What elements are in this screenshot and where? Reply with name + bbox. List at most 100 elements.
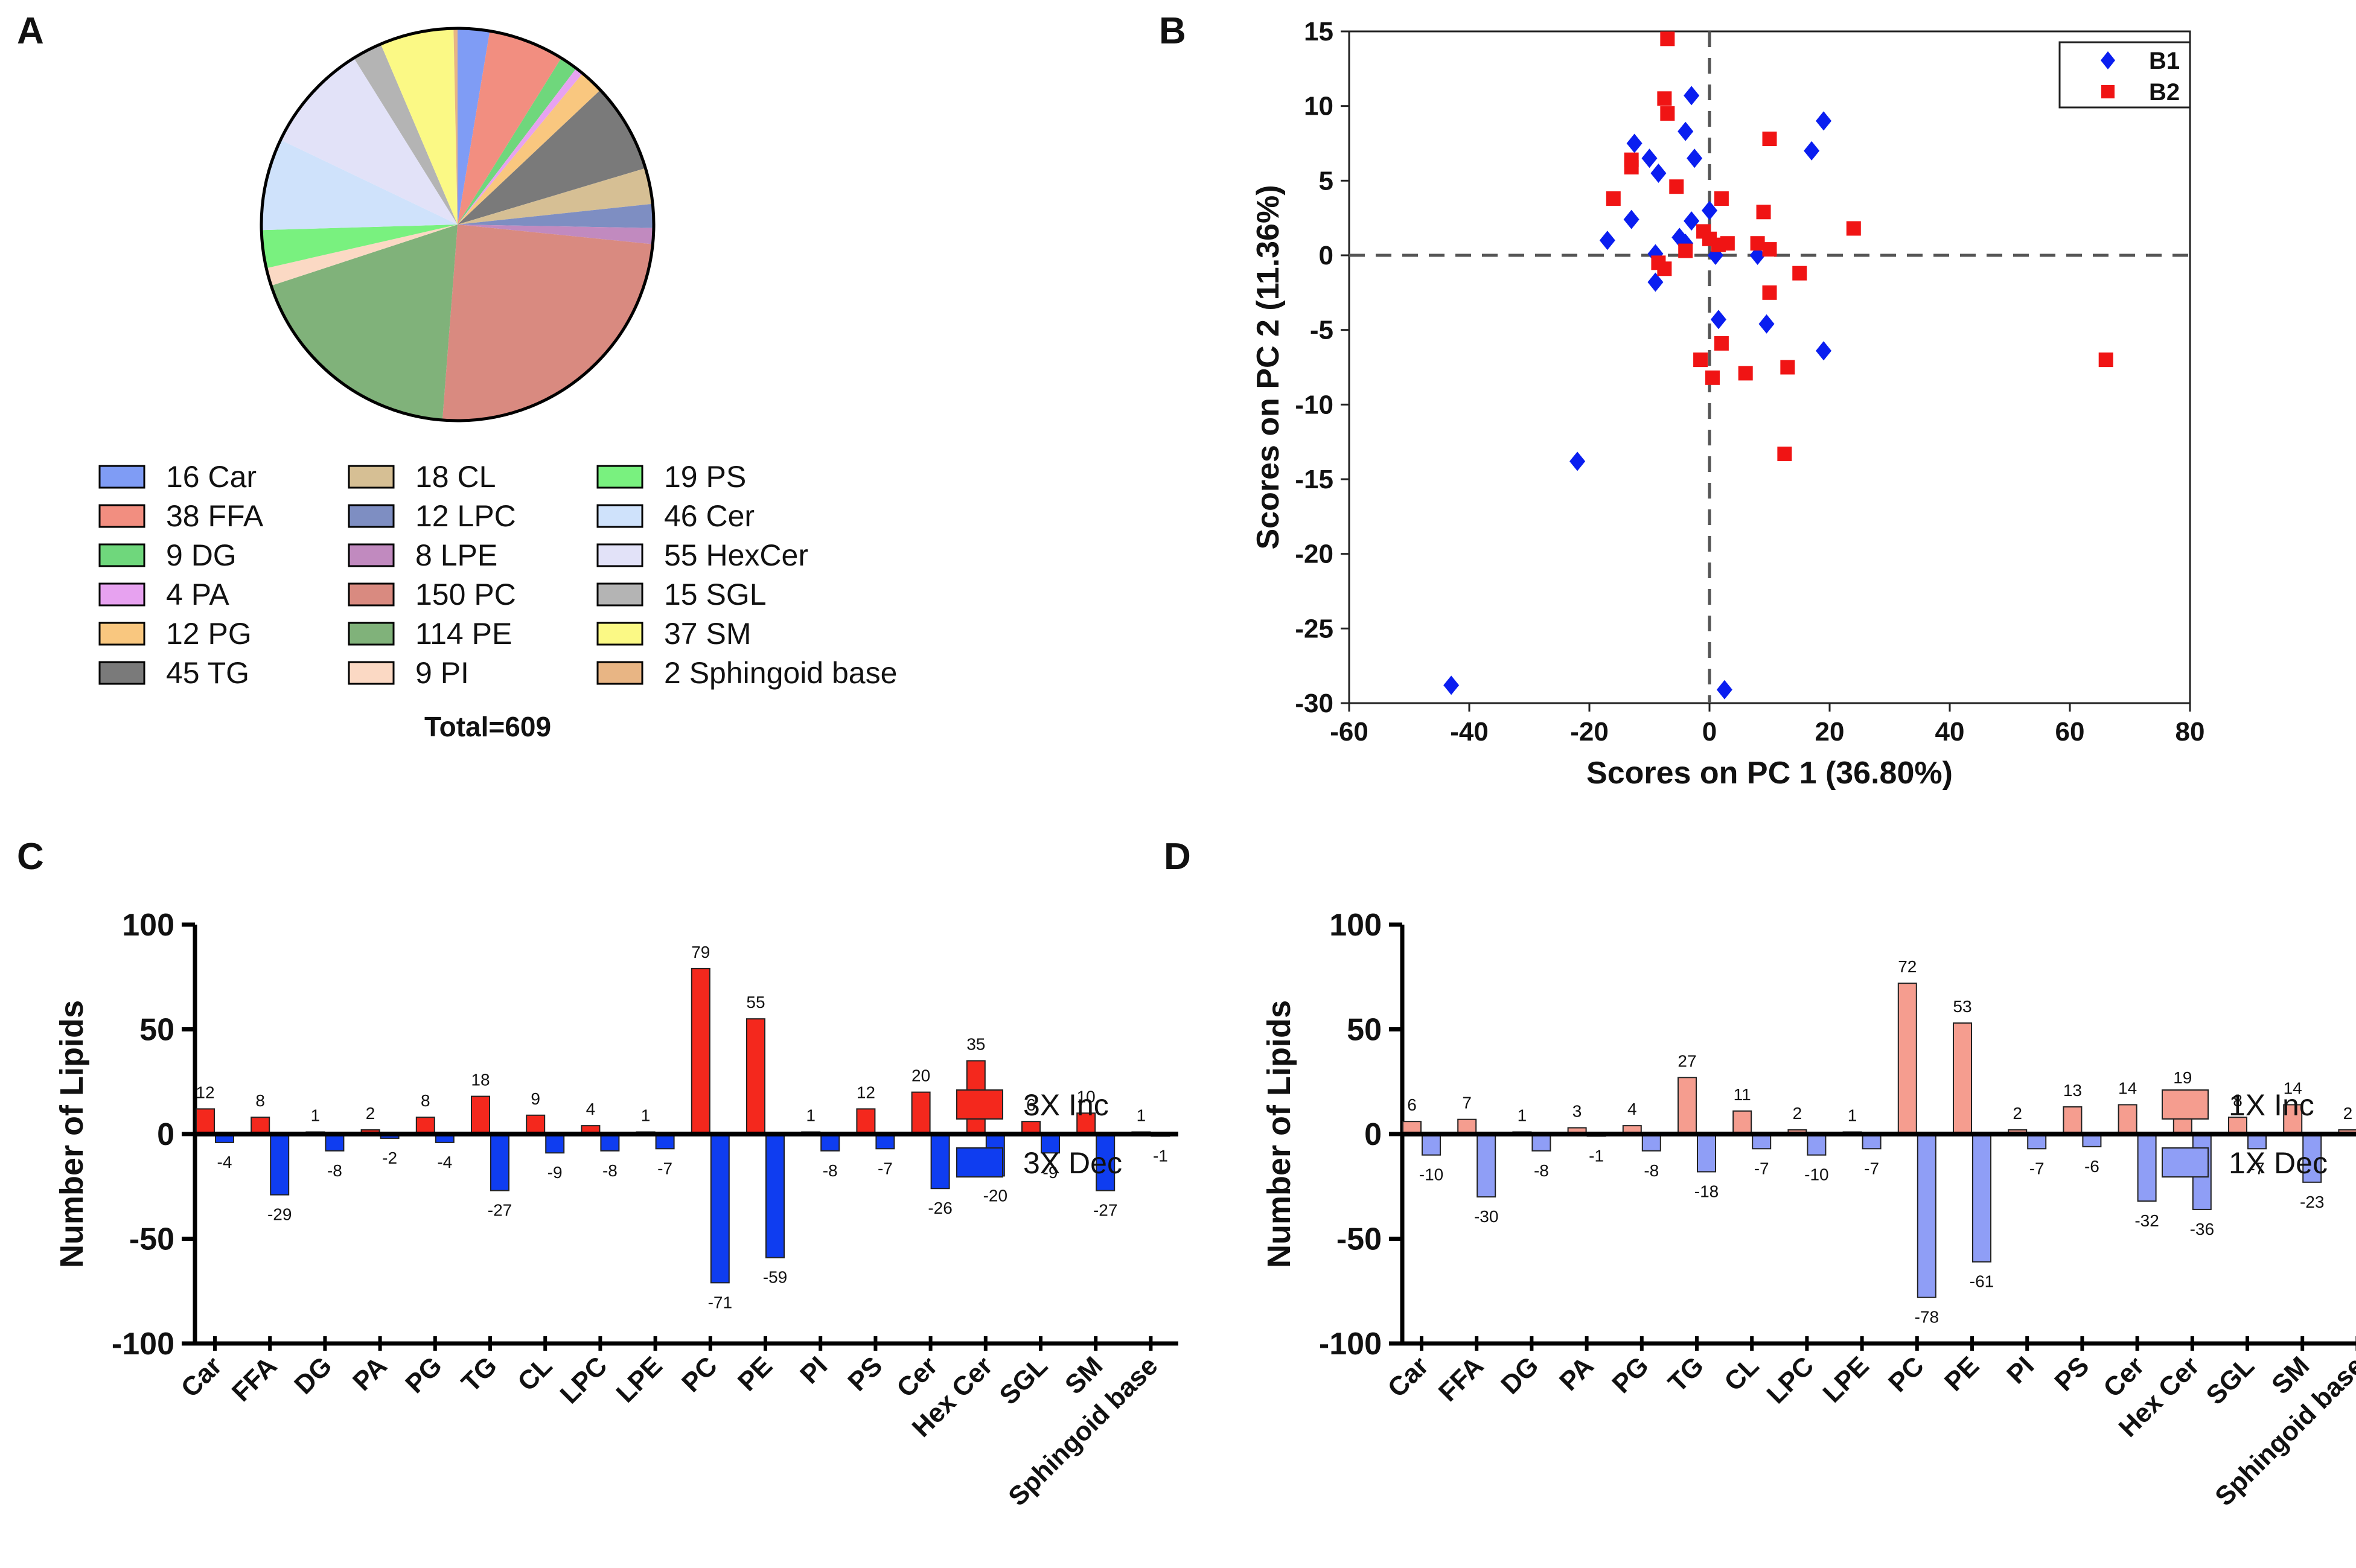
y-tick-label: 5 [1319, 166, 1333, 196]
point-b2 [1606, 191, 1621, 206]
x-tick-label-pg: PG [1606, 1351, 1655, 1399]
x-tick-label: 20 [1815, 717, 1845, 747]
bar-inc-label-pi: 2 [2013, 1104, 2022, 1123]
y-tick-label: 50 [1347, 1013, 1382, 1048]
legend-marker-b2 [2101, 85, 2115, 98]
legend-swatch-46-cer [596, 504, 643, 528]
y-tick-label: 10 [1304, 92, 1333, 121]
bar-dec-label-sgl: -7 [2250, 1159, 2265, 1178]
bar-inc-label-tg: 18 [471, 1071, 490, 1089]
bar-inc-label-sphingoid-base: 2 [2343, 1104, 2353, 1123]
legend-swatch-45-tg [98, 661, 145, 685]
x-tick-label-pc: PC [676, 1351, 723, 1398]
legend-swatch-4-pa [98, 582, 145, 607]
legend-label-150-pc: 150 PC [415, 578, 516, 611]
bar-dec-label-pe: -61 [1970, 1272, 1994, 1291]
point-b2 [1756, 205, 1771, 220]
point-b2 [1762, 132, 1777, 147]
x-tick-label-lpc: LPC [555, 1351, 613, 1409]
point-b2 [1777, 446, 1792, 461]
bar-inc-label-dg: 1 [1518, 1106, 1527, 1125]
bar-dec-tg [1697, 1133, 1716, 1173]
y-tick-label: -50 [1336, 1222, 1382, 1257]
y-tick-label: -5 [1310, 316, 1333, 345]
bar-inc-label-tg: 27 [1678, 1051, 1696, 1070]
bar-dec-label-hex-cer: -20 [983, 1186, 1007, 1205]
y-tick-label: -20 [1295, 540, 1333, 569]
bar-inc-label-lpc: 2 [1793, 1104, 1802, 1123]
y-tick-label: -50 [129, 1222, 174, 1257]
bar-inc-label-dg: 1 [311, 1106, 321, 1125]
bar-inc-label-cl: 11 [1734, 1085, 1751, 1104]
bar-inc-label-pg: 4 [1627, 1100, 1637, 1118]
point-b2 [1693, 352, 1708, 368]
x-tick-label-lpe: LPE [611, 1351, 668, 1408]
point-b2 [1657, 91, 1672, 106]
legend-swatch-38-ffa [98, 504, 145, 528]
x-tick-label-pa: PA [1554, 1351, 1600, 1397]
x-tick-label-ps: PS [2049, 1351, 2095, 1397]
panel-label-b: B [1159, 10, 1186, 52]
bar-dec-dg [1531, 1133, 1551, 1152]
x-tick-label: 60 [2055, 717, 2085, 747]
legend-label-46-cer: 46 Cer [664, 499, 755, 533]
bar-dec-label-dg: -8 [1534, 1161, 1549, 1180]
y-tick-label: 0 [1319, 241, 1333, 270]
bar-inc-label-ffa: 7 [1462, 1094, 1472, 1112]
plot-frame [1348, 30, 2191, 704]
x-tick-label-ps: PS [842, 1351, 888, 1397]
legend-swatch-15-sgl [596, 582, 643, 607]
point-b2 [1738, 366, 1753, 381]
bar-dec-label-car: -10 [1419, 1165, 1443, 1184]
bar-dec-label-cer: -32 [2134, 1211, 2159, 1230]
legend-label-114-pe: 114 PE [415, 617, 512, 651]
bar-inc-pe [746, 1018, 765, 1135]
bar-inc-label-sgl: 6 [1026, 1095, 1036, 1114]
bar-dec-sm [2302, 1133, 2322, 1183]
legend-label-4-pa: 4 PA [166, 578, 229, 611]
legend-label-18-cl: 18 CL [415, 460, 496, 494]
point-b2 [2098, 352, 2113, 368]
bar-inc-label-hex-cer: 19 [2173, 1068, 2192, 1087]
bar-inc-label-lpc: 4 [586, 1100, 596, 1118]
legend-marker-b1 [2101, 51, 2115, 69]
bar-dec-pe [765, 1133, 785, 1258]
x-tick-label-pa: PA [347, 1351, 393, 1397]
bar-dec-label-ffa: -30 [1474, 1207, 1498, 1226]
bar-inc-label-sphingoid-base: 1 [1137, 1106, 1146, 1125]
bar-dec-label-pg: -8 [1644, 1161, 1659, 1180]
bar-dec-cl [1752, 1133, 1772, 1150]
pie-slice-45-tg [458, 90, 646, 225]
point-b1 [1716, 680, 1732, 700]
point-b1 [1626, 133, 1642, 153]
point-b1 [1687, 148, 1703, 168]
legend-label-b1: B1 [2149, 48, 2180, 74]
point-b1 [1641, 148, 1658, 168]
bar-dec-pc [710, 1133, 730, 1284]
legend-swatch-9-dg [98, 543, 145, 567]
point-b1 [1702, 200, 1717, 220]
bar-dec-tg [490, 1133, 509, 1191]
bar-inc-label-cer: 14 [2118, 1079, 2137, 1097]
bar-dec-label-pa: -2 [382, 1149, 397, 1167]
bar-inc-tg [1678, 1077, 1697, 1135]
bar-dec-label-pi: -7 [2029, 1159, 2045, 1178]
bar-dec-label-lpe: -7 [1864, 1159, 1879, 1178]
bar-inc-car [196, 1108, 215, 1135]
legend-label-15-sgl: 15 SGL [664, 578, 767, 611]
pie-slice-9-dg [458, 58, 576, 225]
bar-inc-ps [856, 1108, 876, 1135]
bar-inc-label-ps: 13 [2063, 1081, 2082, 1100]
bar-dec-label-sm: -27 [1093, 1201, 1117, 1220]
bar-inc-label-sm: 10 [1077, 1087, 1096, 1106]
legend-swatch-9-pi [348, 661, 395, 685]
x-tick-label: 80 [2176, 717, 2205, 747]
bar-inc-label-pe: 53 [1953, 997, 1971, 1016]
legend-label-9-pi: 9 PI [415, 656, 469, 690]
pie-slice-8-lpe [458, 225, 654, 244]
bar-inc-label-hex-cer: 35 [966, 1035, 985, 1054]
bar-inc-label-ffa: 8 [255, 1091, 265, 1110]
legend-label-16-car: 16 Car [166, 460, 257, 494]
legend-label-1x-inc: 1X Inc [2229, 1088, 2314, 1122]
x-tick-label-dg: DG [289, 1351, 337, 1400]
